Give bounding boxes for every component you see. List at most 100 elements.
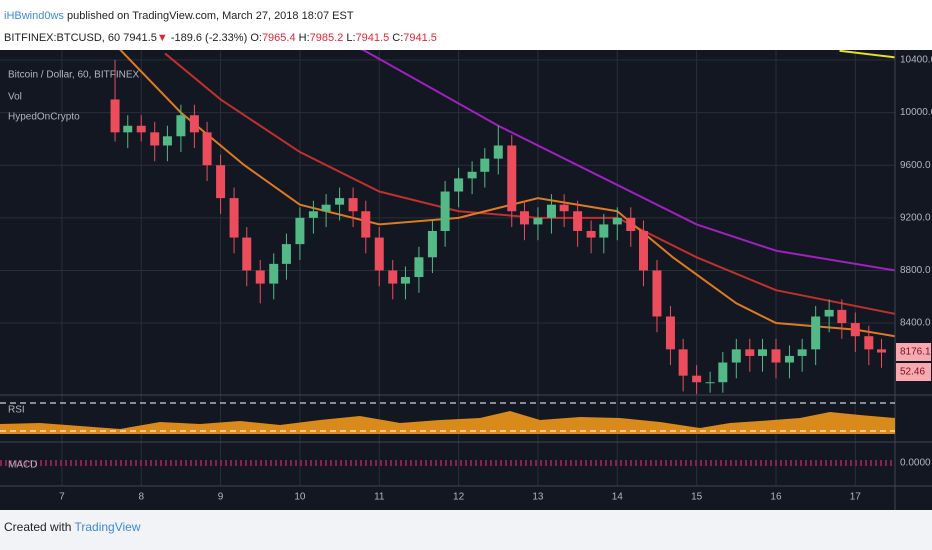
y-tick-label: 8800.0 [900,265,931,276]
legend: Bitcoin / Dollar, 60, BITFINEX [8,70,139,81]
ohlc-label: L: [346,32,356,44]
candle-body [678,349,688,376]
symbol-line: BITFINEX:BTCUSD, 60 7941.5▼ -189.6 (-2.3… [4,32,437,44]
moving-average [164,52,895,315]
x-tick-label: 7 [59,492,65,503]
candle-body [612,217,622,225]
candle-body [850,323,860,337]
price-badge: 52.46 [900,367,925,378]
macd-axis-label: 0.0000 [900,458,931,469]
brand[interactable]: TradingView [74,520,141,534]
candle-body [308,211,318,218]
candle-body [797,349,807,356]
ohlc-label: O: [250,32,262,44]
candle-body [811,316,821,350]
candle-body [493,145,503,159]
candle-body [281,244,291,264]
candle-body [321,204,331,212]
x-tick-label: 16 [770,492,782,503]
price-badge: 8176.1 [900,347,931,358]
candle-body [638,230,648,271]
candle-body [665,316,675,350]
y-tick-label: 9600.0 [900,160,931,171]
x-tick-label: 8 [138,492,144,503]
rsi-area [0,411,895,434]
x-tick-label: 12 [453,492,465,503]
arrow: ▼ [156,32,168,44]
legend: HypedOnCrypto [8,112,80,123]
price-badge-bg [896,363,931,381]
ohlc-label: H: [298,32,310,44]
price-pane [110,50,895,395]
candle-body [718,362,728,383]
pane-title: MACD [8,460,37,471]
background [0,50,932,510]
candle-body [110,99,120,133]
x-tick-label: 9 [218,492,224,503]
grid [0,50,895,486]
candle-body [440,191,450,231]
candle-body [348,198,358,212]
candle-body [269,263,279,284]
publish-line: iHBwind0ws published on TradingView.com,… [4,10,354,22]
x-tick-label: 11 [374,492,385,503]
candle-body [414,257,424,278]
candle-body [626,217,636,231]
candle-body [559,204,569,212]
y-tick-label: 10000.0 [900,107,932,118]
candle-body [837,309,847,324]
candle-body [533,217,543,225]
x-tick-label: 10 [294,492,306,503]
candle-body [361,211,371,238]
candle-body [176,115,186,137]
candle-body [573,211,583,231]
candle-body [255,270,265,284]
ohlc-value: 7965.4 [261,32,296,44]
candle-body [454,178,464,192]
ohlc-value: 7941.5 [355,32,390,44]
ohlc: O:7965.4 H:7985.2 L:7941.5 C:7941.5 [250,32,437,44]
change: -189.6 (-2.33%) [170,32,248,44]
footer: Created with TradingView [4,520,141,534]
candle-body [229,198,239,238]
candle-body [335,198,345,205]
candle-body [216,165,226,199]
moving-average [839,50,895,59]
candle-body [652,270,662,317]
candle-body [480,158,490,172]
moving-average [360,50,895,272]
candle-body [295,217,305,245]
candle-body [519,211,529,225]
candle-body [427,230,437,258]
candle-body [731,349,741,363]
candle-body [467,171,477,179]
candle-body [824,309,834,317]
candle-body [242,237,252,271]
candle-body [692,375,702,383]
x-tick-label: 14 [612,492,624,503]
ohlc-value: 7941.5 [403,32,437,44]
user[interactable]: iHBwind0ws [4,10,64,22]
candle-body [877,349,887,353]
candle-body [189,115,199,133]
published: published on TradingView.com, March 27, … [66,10,354,22]
candle-body [586,230,596,238]
candle-body [507,145,517,212]
candle-body [374,237,384,271]
legend: Vol [8,92,22,103]
pane-title: RSI [8,405,25,416]
price-badge-bg [896,343,931,361]
candle-body [546,204,556,218]
candle-body [599,224,609,238]
candle-body [388,270,398,284]
symbol: BITFINEX:BTCUSD, 60 [4,32,121,44]
y-tick-label: 10400.0 [900,55,932,66]
candle-body [771,349,781,363]
candle-body [745,349,755,356]
last: 7941.5 [123,32,157,44]
x-tick-label: 13 [532,492,544,503]
candle-body [123,125,133,133]
candle-body [400,277,410,284]
header: iHBwind0ws published on TradingView.com,… [0,0,932,50]
